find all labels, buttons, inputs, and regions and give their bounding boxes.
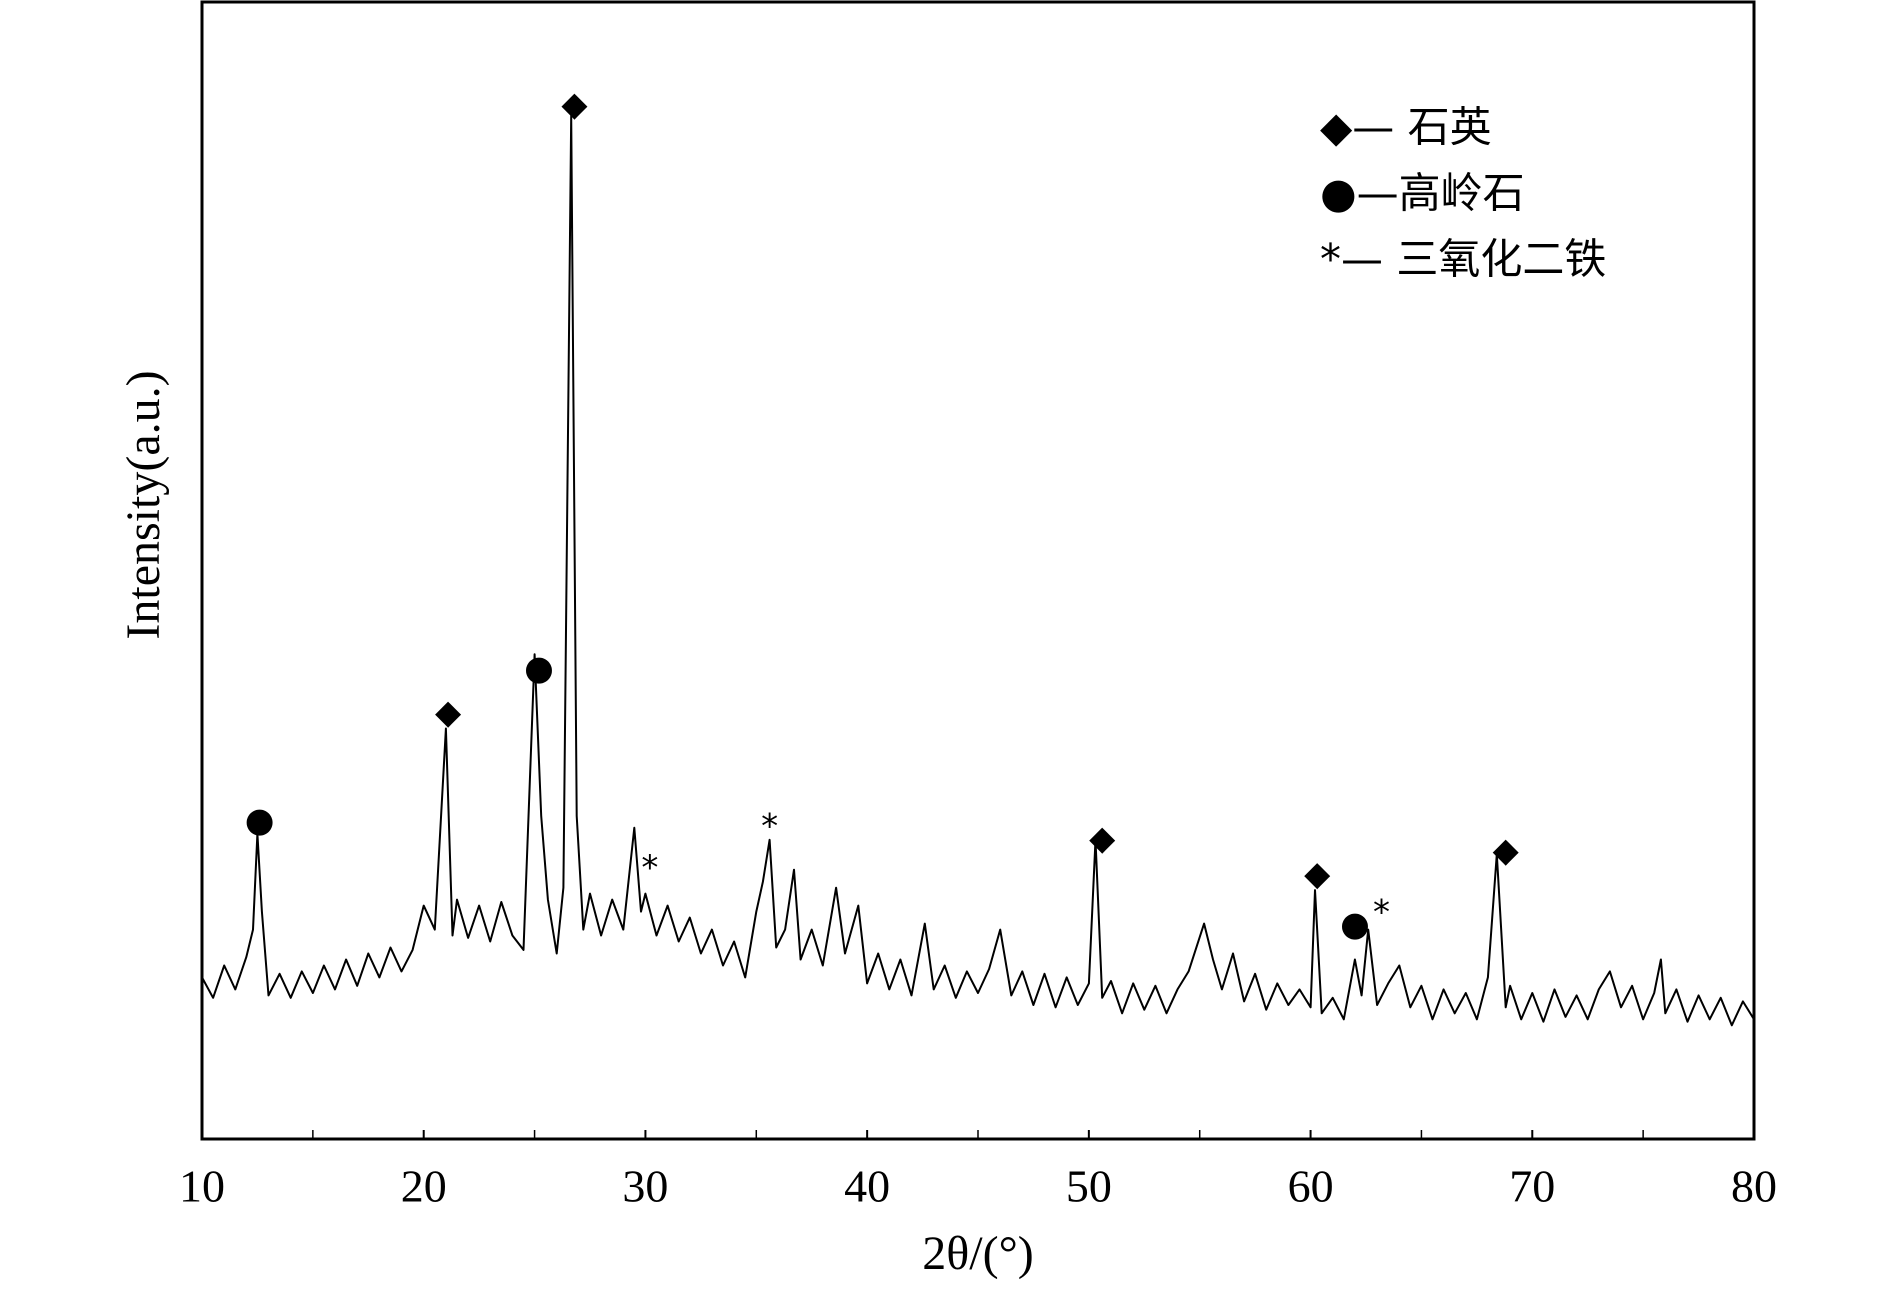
peak-marker: * <box>1373 892 1390 932</box>
peak-marker: ◆ <box>561 85 588 125</box>
x-axis-label: 2θ/(°) <box>922 1227 1034 1280</box>
x-tick-label: 60 <box>1288 1161 1334 1212</box>
y-axis-label: Intensity(a.u.) <box>117 370 170 639</box>
xrd-line <box>201 114 1755 1027</box>
x-tick-label: 70 <box>1509 1161 1555 1212</box>
x-tick-label: 80 <box>1731 1161 1777 1212</box>
peak-marker: * <box>761 806 778 846</box>
peak-marker: ◆ <box>1089 818 1116 858</box>
peak-marker: ● <box>1340 904 1370 944</box>
peak-marker: ● <box>524 648 554 688</box>
x-tick-label: 30 <box>622 1161 668 1212</box>
legend-entry: ◆— 石英 <box>1320 103 1492 152</box>
x-tick-label: 50 <box>1066 1161 1112 1212</box>
peak-marker: ◆ <box>1493 830 1520 870</box>
x-tick-label: 20 <box>401 1161 447 1212</box>
x-tick-label: 10 <box>179 1161 225 1212</box>
x-tick-label: 40 <box>844 1161 890 1212</box>
peak-marker: * <box>641 848 658 888</box>
peak-marker: ◆ <box>435 693 462 733</box>
legend-entry: *— 三氧化二铁 <box>1320 235 1606 284</box>
legend-entry: ●—高岭石 <box>1320 169 1525 218</box>
peak-marker: ● <box>245 800 275 840</box>
peak-marker: ◆ <box>1304 854 1331 894</box>
